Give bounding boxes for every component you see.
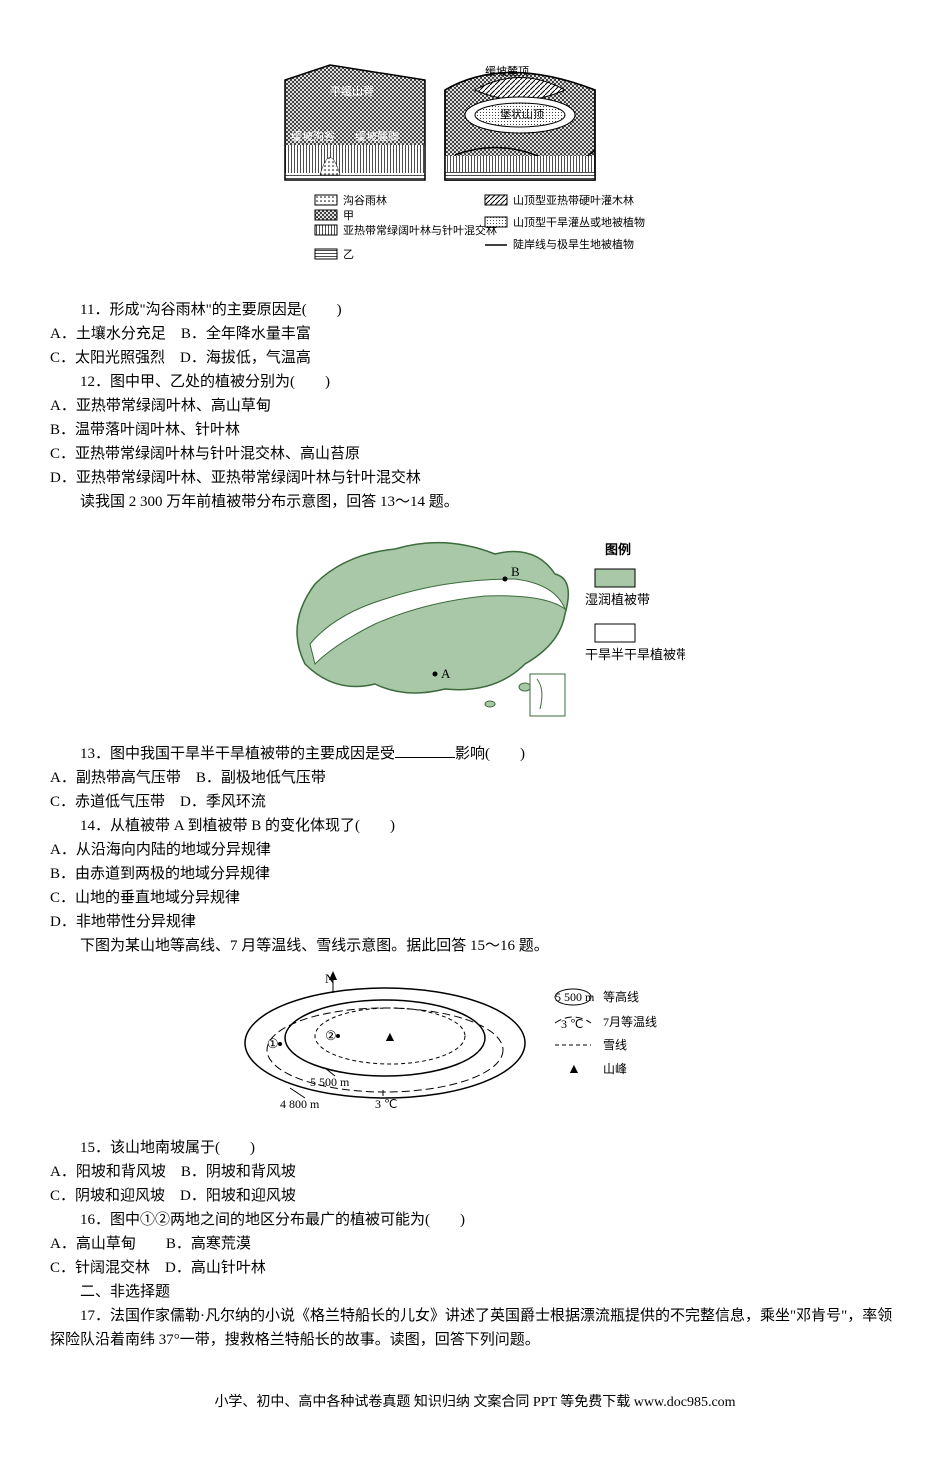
svg-text:山顶型干旱灌丛或地被植物: 山顶型干旱灌丛或地被植物	[513, 215, 645, 229]
passage-2: 读我国 2 300 万年前植被带分布示意图，回答 13～14 题。	[50, 490, 900, 514]
passage-3: 下图为某山地等高线、7 月等温线、雪线示意图。据此回答 15～16 题。	[50, 934, 900, 958]
svg-text:湿润植被带: 湿润植被带	[585, 592, 650, 607]
figure-2: A B 图例 湿润植被带 干旱半干旱植被带	[50, 524, 900, 732]
svg-text:▲: ▲	[567, 1062, 581, 1077]
q14-optC: C．山地的垂直地域分异规律	[50, 886, 900, 910]
q13-optC: C．赤道低气压带 D．季风环流	[50, 790, 900, 814]
svg-text:堡状山顶: 堡状山顶	[500, 107, 544, 121]
q17-stem: 17．法国作家儒勒·凡尔纳的小说《格兰特船长的儿女》讲述了英国爵士根据漂流瓶提供…	[50, 1304, 900, 1352]
svg-text:山峰: 山峰	[603, 1062, 627, 1076]
svg-text:A: A	[441, 666, 451, 681]
q11-optC: C．太阳光照强烈 D．海拔低，气温高	[50, 346, 900, 370]
svg-text:缓坡麓顶: 缓坡麓顶	[485, 65, 529, 78]
page-footer: 小学、初中、高中各种试卷真题 知识归纳 文案合同 PPT 等免费下载 www.d…	[50, 1392, 900, 1414]
figure-1: 平缓山脊 缓坡沟谷 缓坡麓脚 堡状山顶 缓坡麓顶 沟谷雨林 甲	[50, 60, 900, 288]
q14-optB: B．由赤道到两极的地域分异规律	[50, 862, 900, 886]
svg-text:3 ℃: 3 ℃	[561, 1017, 583, 1031]
svg-text:②: ②	[325, 1028, 337, 1043]
svg-text:山顶型亚热带硬叶灌木林: 山顶型亚热带硬叶灌木林	[513, 193, 634, 207]
svg-text:①: ①	[267, 1036, 279, 1051]
q16-stem: 16．图中①②两地之间的地区分布最广的植被可能为( )	[50, 1208, 900, 1232]
svg-text:甲: 甲	[343, 210, 354, 222]
q11-optA: A．土壤水分充足 B．全年降水量丰富	[50, 322, 900, 346]
svg-text:陡岸线与极旱生地被植物: 陡岸线与极旱生地被植物	[513, 237, 634, 251]
q12-optA: A．亚热带常绿阔叶林、高山草甸	[50, 394, 900, 418]
q16-optA: A．高山草甸 B．高寒荒漠	[50, 1232, 900, 1256]
q13-optA: A．副热带高气压带 B．副极地低气压带	[50, 766, 900, 790]
q12-stem: 12．图中甲、乙处的植被分别为( )	[50, 370, 900, 394]
svg-text:缓坡沟谷: 缓坡沟谷	[291, 130, 335, 143]
q16-optC: C．针阔混交林 D．高山针叶林	[50, 1256, 900, 1280]
q12-optC: C．亚热带常绿阔叶林与针叶混交林、高山苔原	[50, 442, 900, 466]
svg-text:缓坡麓脚: 缓坡麓脚	[355, 129, 399, 143]
q13-stem: 13．图中我国干旱半干旱植被带的主要成因是受影响( )	[50, 742, 900, 766]
q14-stem: 14．从植被带 A 到植被带 B 的变化体现了( )	[50, 814, 900, 838]
q15-optC: C．阴坡和迎风坡 D．阳坡和迎风坡	[50, 1184, 900, 1208]
figure-3: N ▲ ① ② 5 500 m 4 800 m 3 ℃ 5 500 m 等高线 …	[50, 968, 900, 1126]
svg-text:干旱半干旱植被带: 干旱半干旱植被带	[585, 647, 685, 662]
svg-text:等高线: 等高线	[603, 989, 639, 1004]
svg-text:▲: ▲	[383, 1030, 397, 1045]
svg-text:5 500 m: 5 500 m	[310, 1075, 350, 1089]
svg-text:B: B	[511, 564, 520, 579]
svg-text:沟谷雨林: 沟谷雨林	[343, 193, 387, 207]
svg-text:平缓山脊: 平缓山脊	[330, 84, 374, 98]
q15-optA: A．阳坡和背风坡 B．阴坡和背风坡	[50, 1160, 900, 1184]
q15-stem: 15．该山地南坡属于( )	[50, 1136, 900, 1160]
q12-optB: B．温带落叶阔叶林、针叶林	[50, 418, 900, 442]
q11-stem: 11．形成"沟谷雨林"的主要原因是( )	[50, 298, 900, 322]
svg-text:3 ℃: 3 ℃	[375, 1097, 397, 1111]
svg-text:4 800 m: 4 800 m	[280, 1097, 320, 1111]
q12-optD: D．亚热带常绿阔叶林、亚热带常绿阔叶林与针叶混交林	[50, 466, 900, 490]
svg-text:雪线: 雪线	[603, 1038, 627, 1052]
svg-text:乙: 乙	[343, 248, 354, 261]
svg-text:7月等温线: 7月等温线	[603, 1015, 657, 1029]
q14-optA: A．从沿海向内陆的地域分异规律	[50, 838, 900, 862]
svg-text:亚热带常绿阔叶林与针叶混交林: 亚热带常绿阔叶林与针叶混交林	[343, 223, 497, 237]
svg-text:5 500 m: 5 500 m	[555, 990, 595, 1004]
q14-optD: D．非地带性分异规律	[50, 910, 900, 934]
section-2-heading: 二、非选择题	[50, 1280, 900, 1304]
svg-text:图例: 图例	[605, 542, 631, 557]
